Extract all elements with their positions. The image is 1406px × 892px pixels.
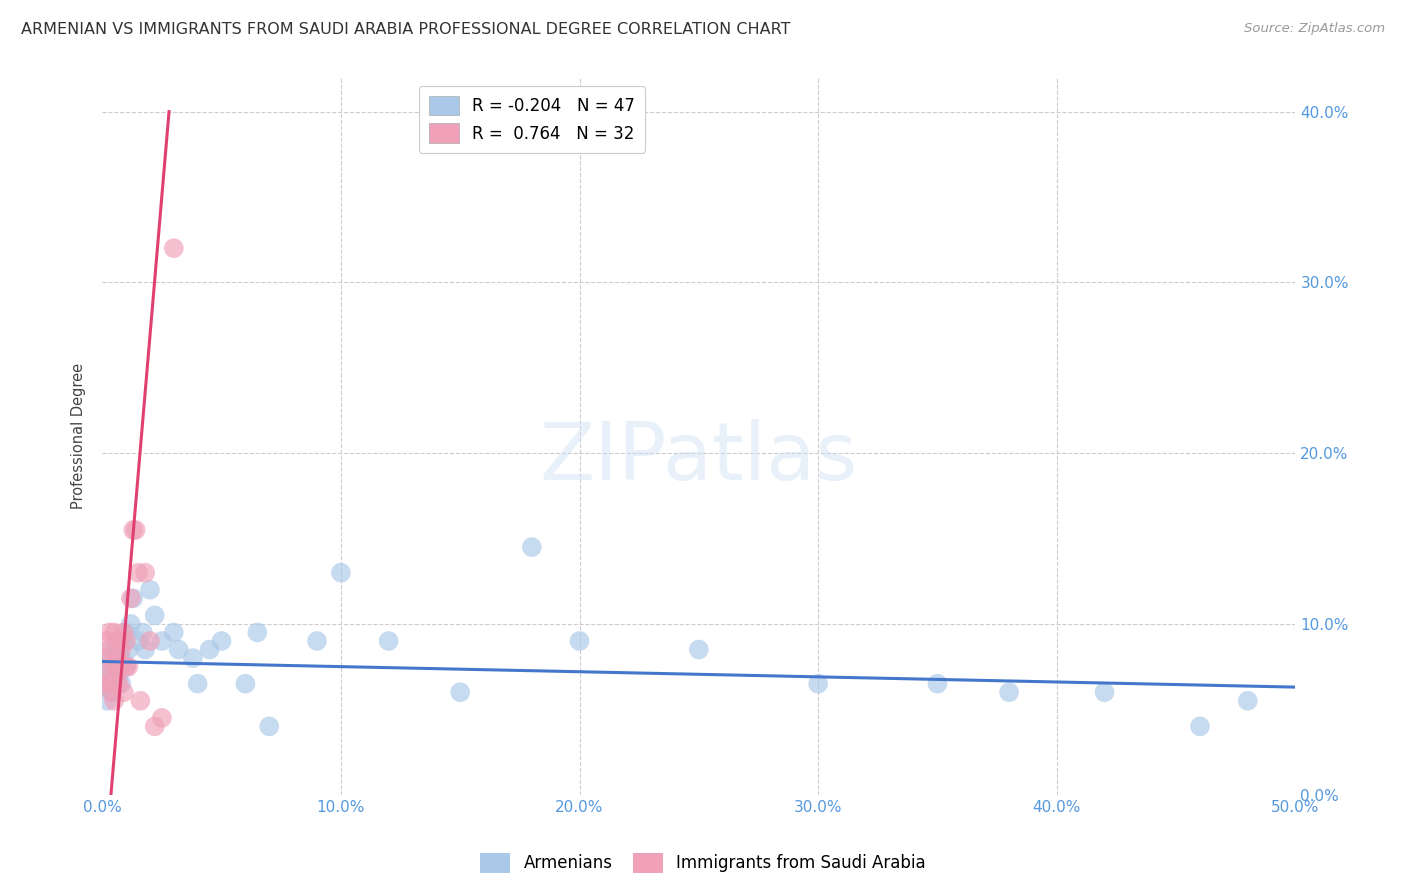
Point: [520, 540, 543, 554]
Point: [110, 676, 132, 690]
Point: [998, 685, 1021, 699]
Point: [117, 642, 139, 657]
Point: [93, 651, 115, 665]
Point: [163, 241, 186, 255]
Point: [108, 634, 131, 648]
Point: [150, 634, 173, 648]
Point: [305, 634, 328, 648]
Point: [108, 676, 131, 690]
Text: ZIPatlas: ZIPatlas: [540, 418, 858, 497]
Point: [127, 634, 149, 648]
Point: [110, 651, 132, 665]
Point: [1094, 685, 1116, 699]
Point: [115, 634, 138, 648]
Point: [187, 676, 209, 690]
Point: [112, 685, 135, 699]
Point: [108, 668, 131, 682]
Point: [112, 625, 135, 640]
Point: [122, 523, 145, 537]
Point: [198, 642, 221, 657]
Point: [98, 668, 121, 682]
Point: [127, 566, 149, 580]
Point: [568, 634, 591, 648]
Point: [103, 625, 125, 640]
Point: [105, 634, 128, 648]
Point: [122, 591, 145, 606]
Y-axis label: Professional Degree: Professional Degree: [72, 363, 86, 509]
Point: [100, 676, 122, 690]
Point: [134, 566, 156, 580]
Point: [103, 659, 125, 673]
Point: [103, 642, 125, 657]
Point: [103, 694, 125, 708]
Point: [96, 634, 118, 648]
Point: [96, 668, 118, 682]
Point: [143, 608, 166, 623]
Point: [115, 659, 138, 673]
Point: [807, 676, 830, 690]
Point: [1236, 694, 1258, 708]
Point: [120, 591, 142, 606]
Text: ARMENIAN VS IMMIGRANTS FROM SAUDI ARABIA PROFESSIONAL DEGREE CORRELATION CHART: ARMENIAN VS IMMIGRANTS FROM SAUDI ARABIA…: [21, 22, 790, 37]
Point: [139, 634, 162, 648]
Point: [134, 642, 156, 657]
Point: [112, 634, 135, 648]
Point: [93, 676, 115, 690]
Point: [211, 634, 233, 648]
Point: [98, 642, 121, 657]
Point: [1188, 719, 1211, 733]
Point: [927, 676, 949, 690]
Legend: R = -0.204   N = 47, R =  0.764   N = 32: R = -0.204 N = 47, R = 0.764 N = 32: [419, 86, 645, 153]
Point: [100, 676, 122, 690]
Point: [124, 523, 146, 537]
Point: [235, 676, 257, 690]
Text: Source: ZipAtlas.com: Source: ZipAtlas.com: [1244, 22, 1385, 36]
Point: [181, 651, 204, 665]
Point: [688, 642, 710, 657]
Point: [163, 625, 186, 640]
Point: [100, 685, 122, 699]
Point: [139, 582, 162, 597]
Legend: Armenians, Immigrants from Saudi Arabia: Armenians, Immigrants from Saudi Arabia: [474, 847, 932, 880]
Point: [96, 694, 118, 708]
Point: [93, 676, 115, 690]
Point: [449, 685, 471, 699]
Point: [246, 625, 269, 640]
Point: [100, 685, 122, 699]
Point: [98, 625, 121, 640]
Point: [105, 651, 128, 665]
Point: [96, 659, 118, 673]
Point: [110, 659, 132, 673]
Point: [103, 659, 125, 673]
Point: [329, 566, 352, 580]
Point: [167, 642, 190, 657]
Point: [110, 642, 132, 657]
Point: [150, 711, 173, 725]
Point: [115, 659, 138, 673]
Point: [120, 616, 142, 631]
Point: [377, 634, 399, 648]
Point: [105, 668, 128, 682]
Point: [115, 625, 138, 640]
Point: [129, 694, 152, 708]
Point: [117, 659, 139, 673]
Point: [259, 719, 281, 733]
Point: [98, 651, 121, 665]
Point: [143, 719, 166, 733]
Point: [132, 625, 155, 640]
